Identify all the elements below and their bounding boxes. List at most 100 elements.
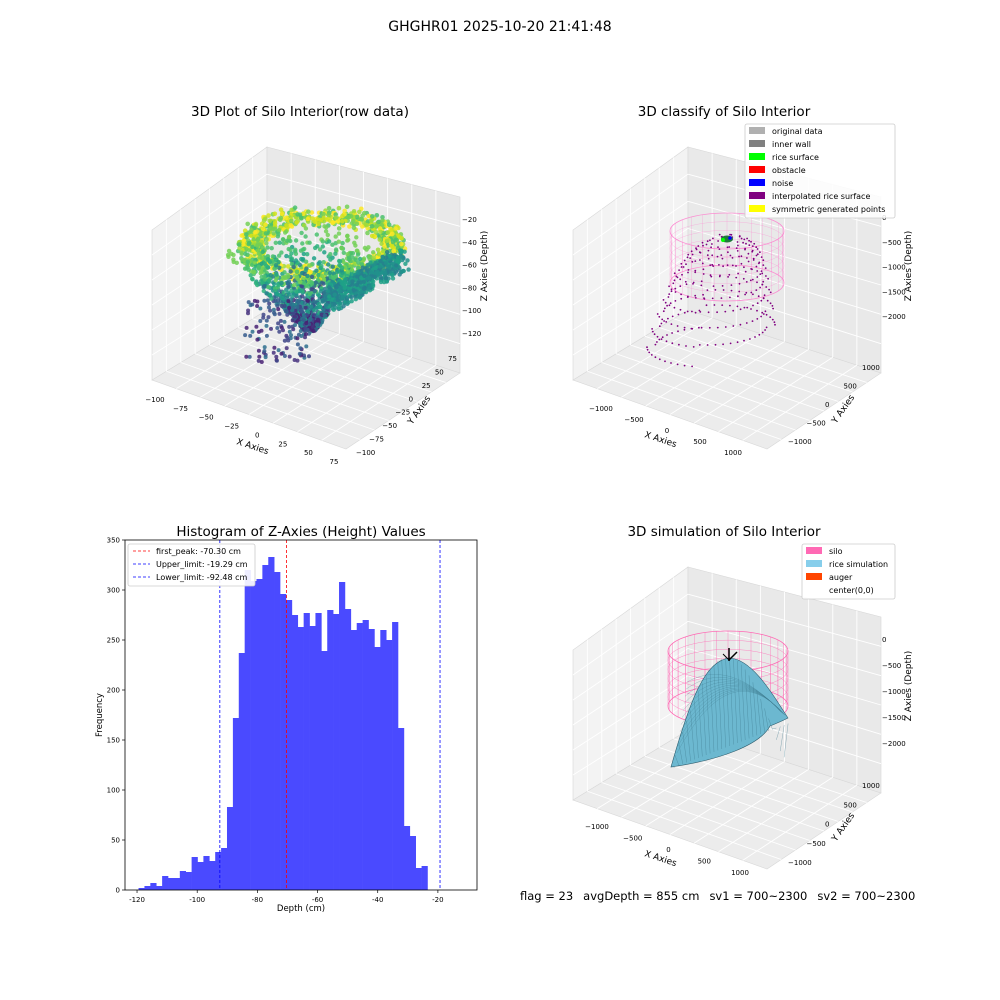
interpolated-point (751, 278, 754, 281)
interpolated-point (727, 251, 729, 254)
data-point (389, 244, 395, 249)
z-tick-label: −1000 (882, 264, 906, 272)
data-point (281, 328, 285, 333)
data-point (303, 305, 308, 310)
legend-swatch (749, 179, 765, 186)
interpolated-point (671, 315, 674, 318)
data-point (378, 259, 383, 264)
data-point (354, 214, 360, 220)
interpolated-point (736, 305, 739, 308)
data-point (323, 296, 328, 302)
legend: first_peak: -70.30 cm Upper_limit: -19.29… (127, 543, 256, 587)
interpolated-point (666, 334, 668, 336)
y-tick-label: −75 (369, 436, 384, 444)
data-point (372, 274, 377, 280)
x-tick-label: −1000 (589, 405, 613, 413)
interpolated-point (656, 341, 658, 343)
interpolated-point (740, 237, 743, 240)
interpolated-point (708, 326, 711, 329)
data-point (291, 264, 296, 270)
data-point (321, 281, 326, 286)
data-point (371, 279, 376, 284)
interpolated-point (707, 249, 710, 252)
interpolated-point (711, 254, 714, 257)
surface-mesh-line (713, 665, 719, 751)
surface-mesh-line (744, 669, 750, 739)
data-point (328, 257, 333, 262)
histogram-bar (268, 557, 275, 890)
data-point (262, 349, 267, 353)
interpolated-point (716, 311, 718, 314)
grid-line (673, 318, 867, 383)
data-point (340, 213, 345, 219)
interpolated-point (709, 239, 711, 242)
data-point (302, 353, 306, 358)
data-point (344, 204, 350, 210)
data-point (273, 298, 278, 303)
data-point (255, 243, 260, 248)
histogram-bar (309, 626, 316, 890)
grid-line (273, 348, 388, 424)
surface-mesh-line (682, 731, 687, 763)
data-point (303, 226, 309, 231)
data-point (330, 220, 335, 226)
data-point (337, 259, 343, 264)
histogram-bar (421, 866, 428, 890)
interpolated-point (665, 340, 668, 343)
data-point (276, 348, 281, 353)
data-point (246, 267, 251, 272)
data-point (266, 213, 271, 218)
surface-contour (686, 674, 781, 712)
interpolated-point (711, 243, 713, 245)
interpolated-point (711, 297, 714, 300)
interpolated-point (680, 262, 683, 265)
data-point (376, 219, 381, 225)
surface-mesh-line (729, 657, 734, 745)
data-point (293, 251, 299, 256)
interpolated-point (736, 241, 739, 243)
interpolated-point (760, 315, 762, 318)
interpolated-point (765, 326, 768, 329)
data-point (244, 325, 249, 330)
interpolated-point (709, 264, 712, 267)
histogram-bar (203, 856, 210, 890)
interpolated-point (762, 297, 765, 300)
interpolated-point (722, 289, 725, 291)
data-point (310, 324, 315, 329)
histogram-bar (226, 807, 234, 890)
x-tick-label: −500 (624, 416, 643, 424)
data-point (268, 293, 273, 298)
interpolated-point (699, 259, 701, 261)
data-point (379, 276, 384, 281)
data-point (286, 299, 291, 304)
data-point (361, 286, 367, 291)
interpolated-point (676, 363, 679, 366)
data-point (345, 233, 350, 239)
x-tick-label: −100 (145, 396, 164, 404)
interpolated-point (686, 296, 689, 298)
grid-line (572, 593, 689, 676)
sv2-value: sv2 = 700~2300 (817, 889, 916, 903)
data-point (345, 301, 350, 306)
data-point (280, 237, 286, 242)
grid-line (669, 761, 785, 835)
data-point (400, 268, 406, 274)
legend-label: first_peak: -70.30 cm (156, 547, 241, 556)
data-point (246, 311, 250, 316)
z-axis-label: Z Axies (Depth) (904, 651, 914, 722)
interpolated-point (745, 322, 748, 324)
data-point (264, 241, 269, 246)
data-point (382, 244, 387, 249)
surface-mesh-line (674, 755, 680, 766)
data-point (379, 222, 385, 228)
data-point (258, 232, 263, 237)
interpolated-point (761, 331, 764, 334)
data-point (297, 351, 302, 356)
legend-swatch (749, 140, 765, 147)
data-point (337, 288, 342, 294)
simulation-3d-chart: 3D simulation of Silo Interior −1000 −500… (572, 524, 914, 877)
interpolated-point (757, 295, 760, 298)
interpolated-point (763, 294, 766, 297)
legend-label: Upper_limit: -19.29 cm (156, 560, 248, 569)
interpolated-point (769, 316, 772, 318)
